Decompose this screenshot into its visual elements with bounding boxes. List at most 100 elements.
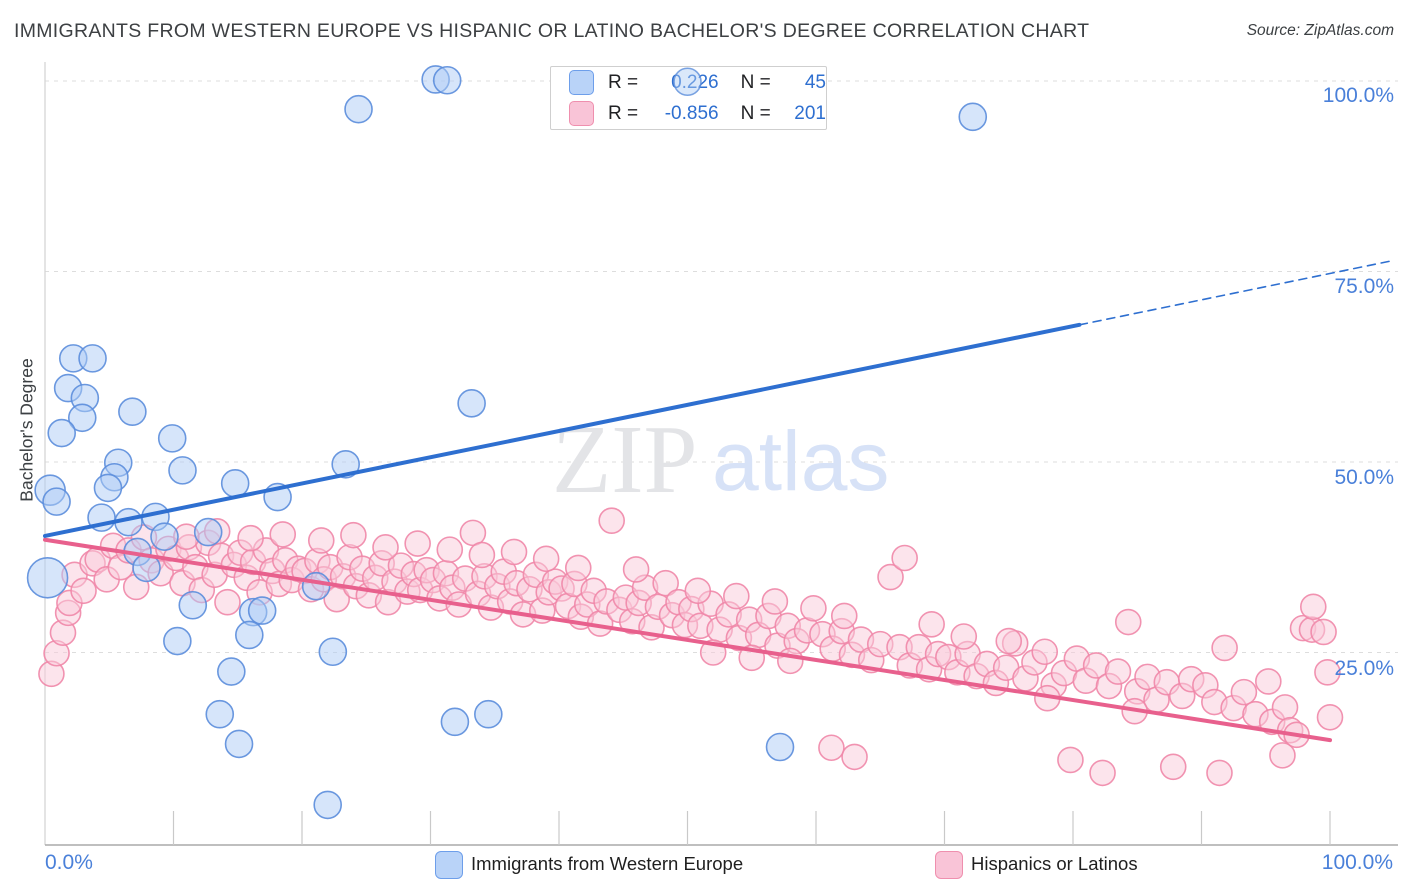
scatter-point-blue bbox=[457, 389, 486, 418]
scatter-point-blue bbox=[42, 487, 71, 516]
scatter-point-pink bbox=[877, 563, 904, 591]
scatter-point-pink bbox=[950, 623, 978, 650]
scatter-point-pink bbox=[1206, 759, 1233, 787]
scatter-point-pink bbox=[340, 521, 367, 549]
pink-series-swatch bbox=[569, 101, 594, 126]
scatter-point-pink bbox=[1089, 759, 1116, 787]
r-label: R = bbox=[608, 71, 639, 93]
scatter-point-blue bbox=[432, 65, 462, 95]
scatter-point-pink bbox=[1316, 703, 1344, 731]
scatter-point-pink bbox=[1057, 746, 1084, 774]
scatter-point-blue bbox=[26, 557, 69, 599]
scatter-point-pink bbox=[436, 536, 464, 563]
scatter-point-blue bbox=[178, 590, 208, 620]
r-value-pink: -0.856 bbox=[664, 102, 719, 124]
blue-trendline-extension bbox=[1078, 260, 1393, 326]
scatter-point-pink bbox=[1159, 753, 1187, 781]
legend-row-pink: R = -0.856 N = 201 bbox=[551, 101, 826, 127]
scatter-point-pink bbox=[995, 627, 1023, 655]
scatter-point-blue bbox=[220, 469, 250, 498]
scatter-point-blue bbox=[301, 571, 331, 601]
scatter-point-pink bbox=[598, 507, 625, 534]
n-label: N = bbox=[740, 102, 771, 124]
blue-series-swatch bbox=[569, 70, 594, 95]
scatter-point-pink bbox=[1271, 694, 1299, 721]
scatter-point-pink bbox=[891, 544, 918, 572]
page-title: IMMIGRANTS FROM WESTERN EUROPE VS HISPAN… bbox=[14, 20, 1090, 42]
scatter-point-pink bbox=[404, 530, 431, 557]
watermark-atlas: atlas bbox=[712, 414, 889, 508]
scatter-point-pink bbox=[307, 527, 335, 554]
scatter-point-blue bbox=[93, 473, 123, 503]
scatter-point-blue bbox=[217, 657, 246, 686]
scatter-point-pink bbox=[800, 595, 827, 622]
pink-series-label: Hispanics or Latinos bbox=[971, 853, 1138, 874]
scatter-point-blue bbox=[765, 732, 795, 762]
y-tick-25: 25.0% bbox=[1334, 657, 1394, 680]
scatter-point-pink bbox=[372, 534, 399, 561]
scatter-point-pink bbox=[652, 569, 679, 597]
pink-series-swatch bbox=[935, 851, 963, 879]
scatter-point-pink bbox=[1230, 678, 1258, 706]
legend-row-blue: R = 0.226 N = 45 bbox=[551, 70, 826, 96]
scatter-point-pink bbox=[1269, 742, 1296, 769]
watermark-zip: ZIP bbox=[552, 406, 698, 513]
scatter-point-pink bbox=[1211, 634, 1238, 662]
scatter-point-blue bbox=[150, 522, 179, 551]
y-tick-75: 75.0% bbox=[1334, 275, 1394, 298]
scatter-point-blue bbox=[224, 729, 254, 759]
scatter-point-pink bbox=[761, 588, 789, 615]
scatter-point-blue bbox=[47, 418, 77, 448]
scatter-point-pink bbox=[918, 611, 945, 638]
scatter-point-pink bbox=[818, 734, 845, 762]
x-tick-100: 100.0% bbox=[1321, 851, 1393, 874]
r-label: R = bbox=[608, 102, 639, 124]
blue-series-swatch bbox=[435, 851, 463, 879]
scatter-point-pink bbox=[1114, 608, 1142, 636]
source-attribution: Source: ZipAtlas.com bbox=[1246, 22, 1394, 39]
scatter-point-pink bbox=[684, 577, 712, 605]
scatter-point-pink bbox=[1255, 668, 1282, 695]
scatter-point-blue bbox=[247, 596, 277, 625]
scatter-point-pink bbox=[1299, 593, 1327, 621]
scatter-point-blue bbox=[163, 626, 192, 656]
scatter-point-pink bbox=[70, 577, 97, 605]
scatter-point-pink bbox=[622, 556, 650, 583]
scatter-point-pink bbox=[459, 519, 487, 547]
scatter-point-blue bbox=[78, 344, 107, 373]
scatter-point-blue bbox=[235, 620, 264, 650]
scatter-point-pink bbox=[532, 545, 560, 573]
scatter-point-pink bbox=[1314, 659, 1341, 686]
bottom-legend: Immigrants from Western Europe Hispanics… bbox=[0, 849, 1406, 885]
scatter-point-pink bbox=[1104, 658, 1132, 685]
r-value-blue: 0.226 bbox=[671, 71, 719, 93]
x-tick-0: 0.0% bbox=[45, 851, 93, 874]
scatter-point-pink bbox=[237, 524, 264, 552]
y-tick-50: 50.0% bbox=[1334, 466, 1394, 489]
scatter-point-pink bbox=[269, 521, 297, 548]
scatter-point-blue bbox=[157, 424, 187, 453]
n-value-blue: 45 bbox=[804, 71, 826, 93]
scatter-point-blue bbox=[331, 449, 360, 479]
scatter-point-blue bbox=[118, 397, 147, 427]
scatter-point-pink bbox=[776, 647, 804, 675]
scatter-point-pink bbox=[214, 588, 241, 616]
n-label: N = bbox=[740, 71, 771, 93]
pink-trendline bbox=[43, 537, 1332, 743]
correlation-legend-box: R = 0.226 N = 45 R = -0.856 N = 201 bbox=[550, 66, 827, 130]
scatter-point-pink bbox=[841, 743, 868, 771]
scatter-point-pink bbox=[723, 582, 750, 610]
scatter-point-pink bbox=[500, 538, 528, 566]
scatter-point-blue bbox=[67, 403, 97, 433]
scatter-point-pink bbox=[564, 554, 592, 582]
scatter-point-blue bbox=[440, 707, 470, 737]
scatter-point-blue bbox=[313, 790, 343, 820]
scatter-point-blue bbox=[958, 102, 988, 132]
scatter-point-blue bbox=[318, 637, 348, 667]
blue-trendline bbox=[43, 322, 1082, 538]
scatter-point-pink bbox=[1031, 638, 1059, 666]
y-tick-100: 100.0% bbox=[1322, 84, 1394, 107]
n-value-pink: 201 bbox=[794, 102, 826, 124]
